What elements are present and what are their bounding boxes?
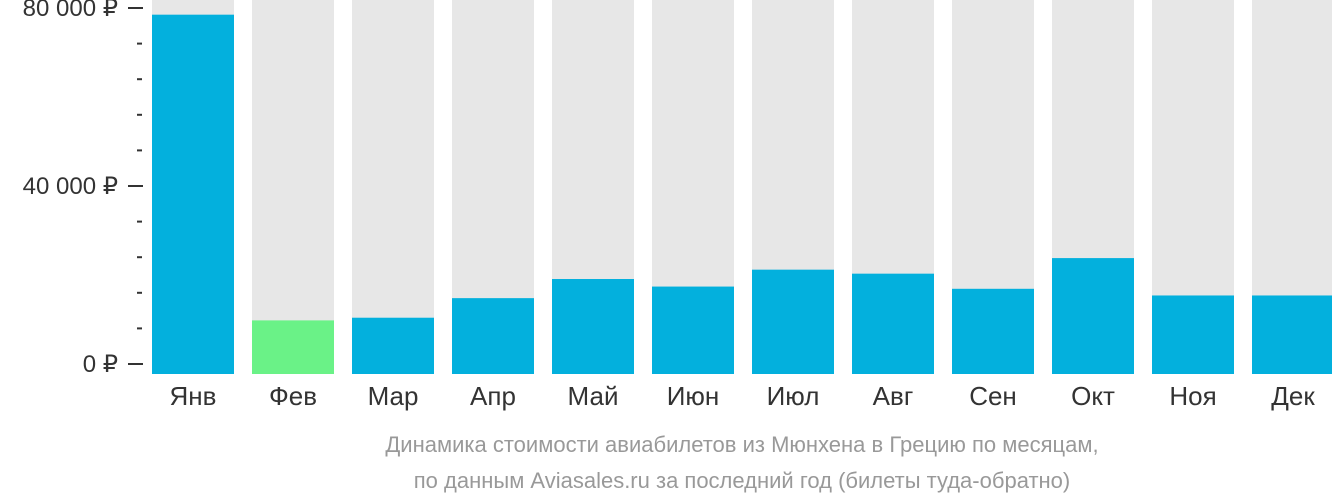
x-tick-label: Мар	[368, 381, 419, 411]
x-tick-label: Июл	[767, 381, 820, 411]
x-tick-label: Окт	[1071, 381, 1115, 411]
background-bar	[352, 0, 434, 374]
x-tick-label: Май	[568, 381, 619, 411]
bar-Фев	[252, 320, 334, 374]
y-tick-label: 80 000 ₽	[23, 0, 118, 22]
bar-Июл	[752, 269, 834, 374]
x-tick-label: Июн	[667, 381, 720, 411]
x-axis: Янв Фев Мар Апр Май Июн Июл Авг Сен Окт Ноя Дек	[170, 381, 1316, 411]
y-axis: 0 ₽ 40 000 ₽ 80 000 ₽	[23, 0, 143, 378]
x-tick-label: Сен	[969, 381, 1017, 411]
x-tick-label: Авг	[873, 381, 914, 411]
price-bars	[152, 14, 1332, 375]
y-tick-label: 40 000 ₽	[23, 173, 118, 200]
bar-Окт	[1052, 258, 1134, 374]
bar-Авг	[852, 273, 934, 374]
bar-Май	[552, 279, 634, 374]
x-tick-label: Ноя	[1169, 381, 1216, 411]
x-tick-label: Фев	[269, 381, 317, 411]
bar-Янв	[152, 14, 234, 375]
chart-caption-line-2: по данным Aviasales.ru за последний год …	[413, 468, 1071, 493]
bar-Сен	[952, 288, 1034, 374]
bar-Ноя	[1152, 295, 1234, 374]
bar-Мар	[352, 317, 434, 374]
x-tick-label: Дек	[1271, 381, 1315, 411]
chart-caption-line-1: Динамика стоимости авиабилетов из Мюнхен…	[385, 432, 1099, 457]
x-tick-label: Янв	[170, 381, 217, 411]
y-tick-label: 0 ₽	[83, 351, 118, 378]
price-bar-chart: 0 ₽ 40 000 ₽ 80 000 ₽ Янв Фев Мар Апр Май Июн Ию…	[23, 0, 1332, 411]
bar-Дек	[1252, 295, 1332, 374]
bar-Июн	[652, 286, 734, 374]
background-bar	[252, 0, 334, 374]
bar-Апр	[452, 298, 534, 374]
x-tick-label: Апр	[470, 381, 516, 411]
